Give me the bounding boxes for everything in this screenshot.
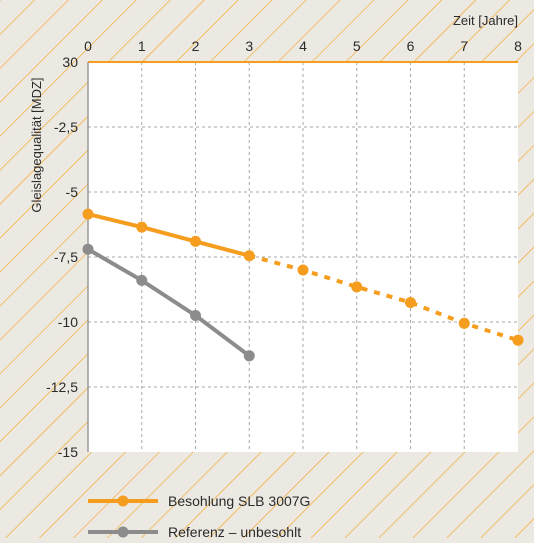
x-tick-label: 1 [138, 38, 146, 54]
data-point [351, 281, 363, 293]
y-tick-label: -10 [58, 314, 78, 330]
axes [87, 61, 518, 452]
y-tick-label: 30 [62, 54, 78, 70]
x-tick-label: 4 [299, 38, 307, 54]
x-tick-label: 3 [245, 38, 253, 54]
data-point [190, 310, 201, 321]
x-tick-label: 8 [514, 38, 522, 54]
x-tick-label: 7 [460, 38, 468, 54]
legend-label: Referenz – unbesohlt [168, 524, 301, 538]
data-point [136, 274, 148, 286]
series-line-1 [86, 212, 252, 258]
legend-marker [117, 526, 129, 538]
data-point [512, 334, 524, 346]
series-projection-1 [248, 253, 519, 343]
data-point [243, 250, 255, 262]
x-tick-label: 5 [353, 38, 361, 54]
x-tick-label: 0 [84, 38, 92, 54]
y-tick-label: -2,5 [54, 119, 78, 135]
data-point [82, 208, 94, 220]
x-tick-label: 6 [407, 38, 415, 54]
x-axis-title: Zeit [Jahre] [453, 13, 518, 28]
data-point [458, 317, 470, 329]
legend-label: Besohlung SLB 3007G [168, 493, 310, 509]
data-point [243, 350, 255, 362]
data-point [297, 264, 309, 276]
legend: Besohlung SLB 3007G Referenz – unbesohlt [88, 493, 310, 540]
series-line-2 [86, 247, 252, 358]
y-tick-label: -7,5 [54, 249, 78, 265]
data-point [405, 297, 416, 308]
data-point [190, 235, 201, 247]
data-series [82, 208, 524, 362]
grid-lines [88, 62, 518, 452]
x-tick-label: 2 [192, 38, 200, 54]
data-point [136, 221, 148, 233]
y-tick-label: -15 [58, 444, 78, 460]
data-point [82, 243, 94, 255]
y-tick-label: -12,5 [46, 379, 78, 395]
tick-labels: 30 -2,5 -5 -7,5 -10 -12,5 -15 0 1 2 3 4 5 6 7 8 [46, 38, 522, 460]
y-tick-label: -5 [66, 184, 79, 200]
y-axis-title: Gleislagequalität [MDZ] [29, 77, 44, 212]
legend-marker [117, 495, 129, 507]
